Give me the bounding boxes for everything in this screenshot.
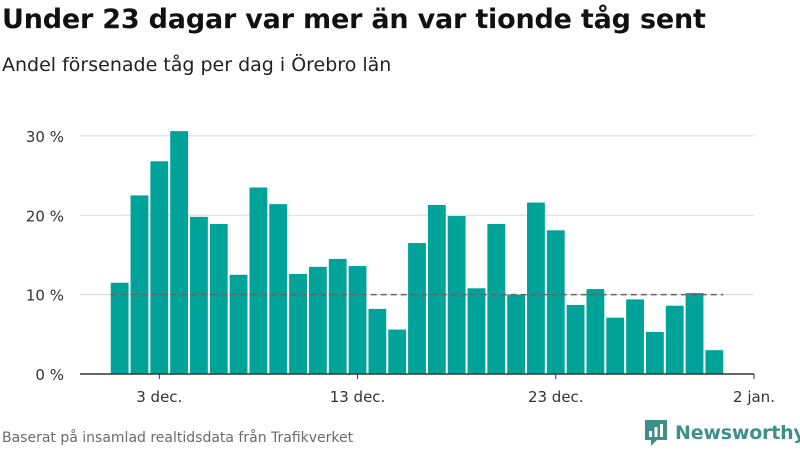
bar: [467, 288, 486, 374]
bar: [487, 223, 506, 374]
x-tick-label: 2 jan.: [733, 388, 775, 406]
newsworthy-brand: Newsworthy: [643, 418, 800, 448]
bar: [150, 161, 169, 374]
bar: [427, 204, 446, 374]
bar: [705, 350, 724, 374]
bar: [110, 282, 129, 374]
bar: [170, 131, 189, 374]
bar: [527, 202, 545, 374]
bar: [566, 304, 585, 374]
y-tick-label: 30 %: [26, 128, 64, 146]
bar: [190, 216, 208, 374]
bar: [249, 187, 268, 374]
chart-title: Under 23 dagar var mer än var tionde tåg…: [2, 4, 706, 35]
bar: [606, 317, 625, 374]
bar: [289, 273, 307, 374]
chart-subtitle: Andel försenade tåg per dag i Örebro län: [2, 54, 392, 76]
x-tick-label: 3 dec.: [136, 388, 182, 406]
bar: [507, 294, 526, 374]
bar: [546, 230, 565, 374]
y-tick-label: 20 %: [26, 207, 64, 225]
bar: [586, 289, 605, 374]
bar: [665, 305, 684, 374]
y-tick-label: 10 %: [26, 287, 64, 305]
bar: [368, 308, 387, 374]
bar: [328, 258, 347, 374]
brand-name: Newsworthy: [675, 422, 800, 444]
x-tick-label: 13 dec.: [330, 388, 386, 406]
bar: [269, 204, 288, 374]
x-tick-label: 23 dec.: [528, 388, 584, 406]
bar: [388, 329, 407, 374]
bar: [229, 274, 248, 374]
bar: [130, 195, 149, 374]
bar: [308, 266, 327, 374]
bar: [209, 223, 228, 374]
bar: [408, 243, 426, 374]
bar: [348, 266, 367, 374]
newsworthy-logo-icon: [645, 420, 667, 446]
bar: [685, 293, 704, 374]
source-note: Baserat på insamlad realtidsdata från Tr…: [2, 430, 354, 446]
bar: [626, 299, 644, 374]
bar: [645, 331, 664, 374]
y-tick-label: 0 %: [35, 366, 64, 384]
